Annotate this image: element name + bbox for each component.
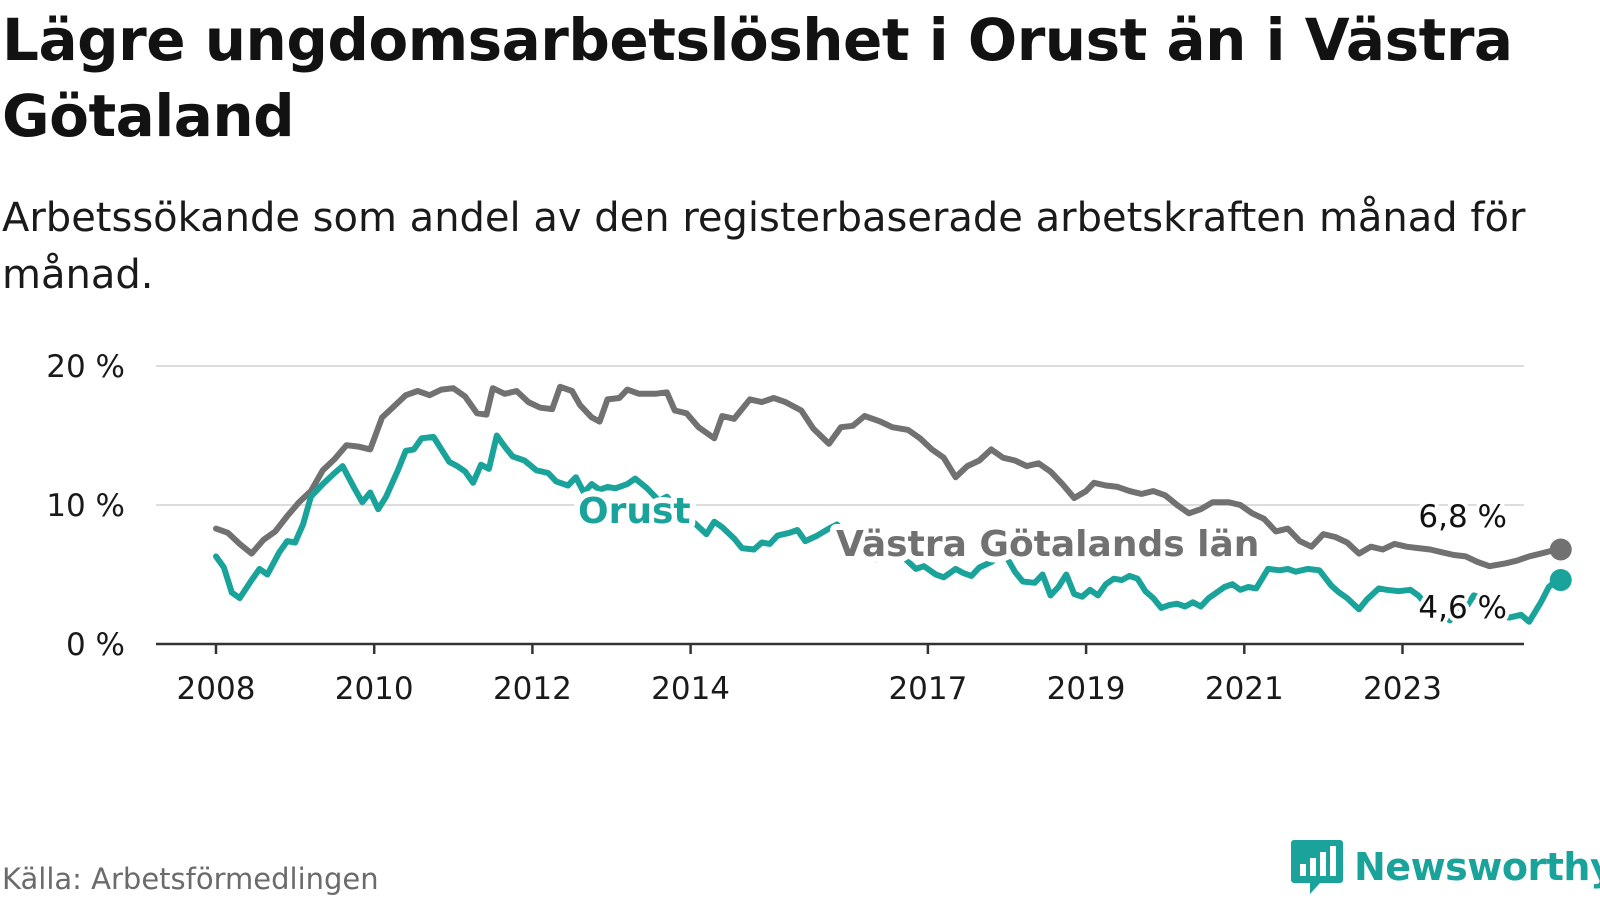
line-chart: 0 % 10 % 20 % 2008 2010 2012 2014 2017 2019 2021 2… [46, 349, 1572, 707]
axis-layer: 0 % 10 % 20 % 2008 2010 2012 2014 2017 2019 2021 2… [46, 349, 1524, 707]
orust-line [213, 432, 1560, 625]
x-tick-label: 2017 [888, 671, 967, 707]
series-layer [213, 383, 1560, 625]
x-tick-label: 2021 [1205, 671, 1284, 707]
orust-end-label: 4,6 % [1418, 590, 1507, 626]
newsworthy-logo[interactable]: Newsworthy [1290, 838, 1600, 896]
x-tick-label: 2010 [335, 671, 414, 707]
y-tick-label: 0 % [66, 627, 125, 663]
orust-series-label-halo: Orust [578, 491, 691, 532]
vg-end-label-halo: 6,8 % [1418, 499, 1507, 535]
source-note: Källa: Arbetsförmedlingen [2, 862, 379, 896]
x-tick-label: 2023 [1363, 671, 1442, 707]
vg-series-label: Västra Götalands län [836, 524, 1259, 565]
orust-end-label-halo: 4,6 % [1418, 590, 1507, 626]
chart-subtitle: Arbetssökande som andel av den registerb… [2, 195, 1526, 298]
x-tick-label: 2008 [177, 671, 256, 707]
y-tick-label: 10 % [46, 488, 125, 524]
chart-title: Lägre ungdomsarbetslöshet i Orust än i V… [2, 6, 1513, 150]
newsworthy-logo-icon [1291, 840, 1343, 894]
vg-line-continued [1320, 531, 1560, 570]
y-tick-label: 20 % [46, 349, 125, 385]
x-tick-label: 2012 [493, 671, 572, 707]
vg-end-label: 6,8 % [1418, 499, 1507, 535]
vg-end-dot [1549, 538, 1572, 561]
vg-series-label-halo: Västra Götalands län [836, 524, 1259, 565]
vg-line [213, 383, 1327, 557]
newsworthy-logo-text: Newsworthy [1354, 845, 1600, 889]
orust-end-dot [1549, 569, 1572, 592]
orust-series-label: Orust [578, 491, 691, 532]
x-tick-label: 2019 [1047, 671, 1126, 707]
grid-layer [156, 365, 1524, 506]
x-tick-label: 2014 [651, 671, 730, 707]
